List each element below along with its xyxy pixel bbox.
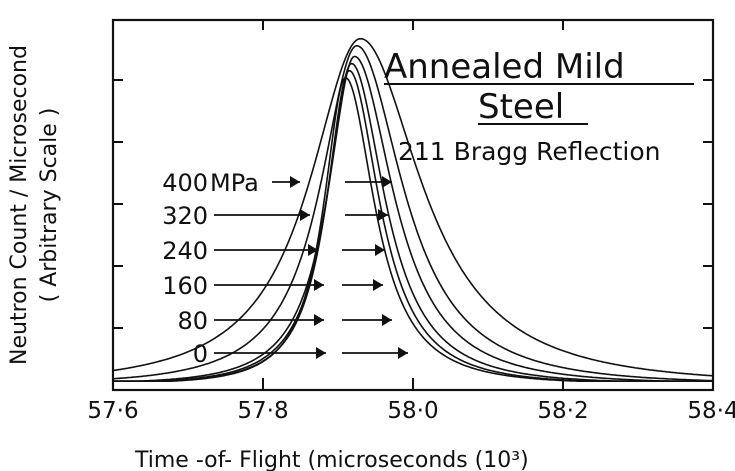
- series-line-160: [113, 62, 713, 382]
- x-tick-label: 57·8: [237, 398, 288, 424]
- stress-label-0: 0: [193, 340, 208, 368]
- stress-label-160: 160: [162, 272, 208, 300]
- arrowhead-left: [316, 347, 326, 359]
- arrowhead-right: [382, 314, 392, 326]
- arrowhead-right: [398, 347, 408, 359]
- x-tick-label: 58·2: [537, 398, 588, 424]
- series-line-320: [112, 45, 713, 382]
- title-line1: Annealed Mild: [384, 47, 625, 87]
- stress-unit: MPa: [210, 169, 259, 197]
- series-line-400: [112, 37, 714, 377]
- arrowhead-left: [314, 314, 324, 326]
- arrowhead-right: [378, 209, 388, 221]
- stress-label-320: 320: [162, 202, 208, 230]
- title-line2: Steel: [478, 87, 564, 127]
- x-tick-label: 57·6: [87, 398, 138, 424]
- stress-label-80: 80: [177, 307, 208, 335]
- arrowhead-right: [373, 279, 383, 291]
- arrowhead-right: [382, 176, 392, 188]
- ylabel-line2: ( Arbitrary Scale ): [37, 108, 62, 303]
- arrowhead-left: [290, 176, 300, 188]
- stress-label-240: 240: [162, 237, 208, 265]
- arrowhead-left: [308, 244, 318, 256]
- arrowhead-right: [375, 244, 385, 256]
- arrowhead-left: [314, 279, 324, 291]
- subtitle: 211 Bragg Reflection: [398, 137, 661, 166]
- stress-label-400: 400: [162, 169, 208, 197]
- series-line-240: [113, 55, 713, 382]
- arrowhead-left: [300, 209, 310, 221]
- xlabel: Time -of- Flight (microseconds (10³): [134, 448, 529, 471]
- x-tick-label: 58·0: [387, 398, 438, 424]
- ylabel-line1: Neutron Count / Microsecond: [7, 45, 32, 365]
- x-tick-label: 58·4: [687, 398, 735, 424]
